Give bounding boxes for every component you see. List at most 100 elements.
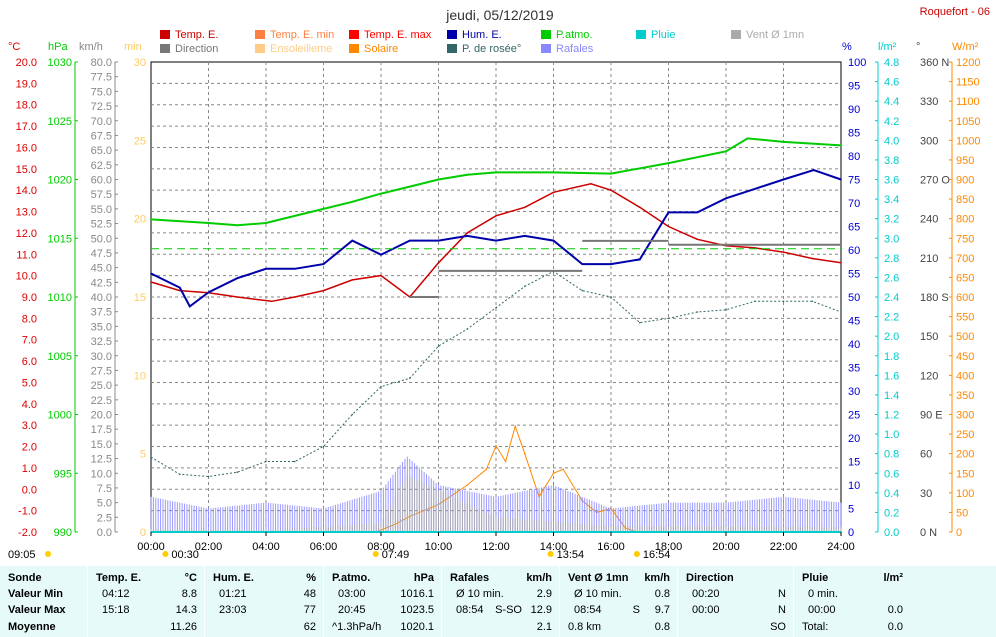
summary-row-label: Moyenne (8, 621, 56, 633)
legend-swatch (541, 30, 551, 39)
summary-col-header: Direction (686, 572, 734, 584)
wm2-axis-tick-label: 0 (956, 527, 962, 539)
summary-col-header: P.atmo. (332, 572, 371, 584)
series-temp-e--point (495, 215, 497, 217)
sun-marker-label: 09:05 (8, 549, 36, 561)
temp-axis-tick-label: -1.0 (18, 506, 37, 518)
series-hum-e--point (812, 169, 815, 171)
summary-col-header: Rafales (450, 572, 490, 584)
summary-table: Sonde Valeur Min Valeur Max Moyenne Temp. E.… (0, 566, 996, 637)
sun-marker-icon (162, 551, 169, 557)
series-temp-e--point (150, 281, 152, 283)
series-p-atmo--point (293, 215, 296, 217)
series-p-de-ros-e--point (523, 285, 526, 288)
wm2-axis-tick-label: 900 (956, 175, 974, 187)
deg-axis-tick-label: 30 (920, 488, 932, 500)
kmh-axis-tick-label: 47.5 (91, 248, 112, 260)
legend-swatch (447, 30, 457, 39)
series-temp-e--point (667, 225, 670, 228)
summary-min-time: 0 min. (808, 588, 838, 600)
min-axis-tick-label: 20 (134, 214, 146, 226)
legend-label: Ensoleilleme (270, 43, 332, 55)
kmh-axis-tick-label: 75.0 (91, 86, 112, 98)
series-hum-e--line (150, 169, 842, 308)
hpa-axis-tick-label: 1000 (48, 410, 72, 422)
lm2-axis-tick-label: 3.2 (884, 214, 899, 226)
lm2-axis-tick-label: 3.8 (884, 155, 899, 167)
summary-col-header: Temp. E. (96, 572, 142, 584)
pct-axis-tick-label: 5 (848, 504, 854, 516)
wm2-axis-tick-label: 700 (956, 253, 974, 265)
x-tick-label: 00:00 (137, 541, 165, 553)
series-temp-e--point (437, 262, 440, 264)
wm2-axis-tick-label: 200 (956, 449, 974, 461)
summary-max-value: 0.0 (887, 604, 903, 616)
kmh-axis-tick-label: 15.0 (91, 439, 112, 451)
summary-avg-note: 0.8 km (568, 621, 602, 633)
kmh-axis-tick-label: 60.0 (91, 175, 112, 187)
deg-axis-tick-label: 210 (920, 253, 938, 265)
deg-axis-tick-label: 270 O (920, 175, 950, 187)
lm2-axis-tick-label: 0.0 (884, 527, 899, 539)
series-hum-e--point (189, 305, 191, 308)
series-temp-e--point (840, 262, 842, 264)
legend-label: P. de rosée° (462, 43, 521, 55)
lm2-axis-tick-label: 0.8 (884, 449, 899, 461)
series-p-de-ros-e--point (293, 460, 296, 463)
summary-col-unit: % (306, 572, 316, 584)
summary-col-header: Hum. E. (213, 572, 254, 584)
summary-min-value: 0.8 (654, 588, 670, 600)
series-p-de-ros-e--point (178, 473, 181, 476)
deg-axis-tick-label: 180 S (920, 292, 949, 304)
series-p-atmo--point (552, 171, 555, 174)
x-tick-label: 02:00 (195, 541, 223, 553)
summary-min-time: 04:12 (102, 588, 130, 600)
pct-axis-tick-label: 10 (848, 480, 860, 492)
deg-axis-tick-label: 60 (920, 449, 932, 461)
lm2-axis-tick-label: 1.4 (884, 390, 899, 402)
x-tick-label: 12:00 (482, 541, 510, 553)
series-p-atmo--point (150, 218, 152, 221)
summary-avg-value: 0.8 (654, 621, 670, 633)
series-p-de-ros-e--point (207, 475, 210, 478)
temp-axis-tick-label: -2.0 (18, 527, 37, 539)
pct-axis-tick-label: 95 (848, 81, 860, 93)
series-p-atmo--point (610, 172, 612, 175)
wm2-axis-tick-label: 950 (956, 155, 974, 167)
series-hum-e--point (782, 178, 785, 181)
summary-min-time: Ø 10 min. (574, 588, 622, 600)
summary-max-value: 14.3 (175, 604, 197, 616)
hpa-axis-tick-label: 1030 (48, 57, 72, 69)
summary-min-value: 8.8 (181, 588, 197, 600)
series-p-de-ros-e--point (466, 328, 469, 330)
temp-axis-tick-label: 18.0 (16, 100, 37, 112)
kmh-axis-tick-label: 5.0 (97, 498, 112, 510)
kmh-axis-tick-label: 35.0 (91, 321, 112, 333)
series-p-atmo--point (667, 162, 670, 164)
temp-axis-tick-label: 14.0 (16, 185, 37, 197)
min-axis-tick-label: 5 (140, 449, 146, 461)
temp-axis-tick-label: 4.0 (22, 399, 37, 411)
lm2-axis-tick-label: 0.2 (884, 507, 899, 519)
summary-min-time: 03:00 (338, 588, 366, 600)
x-tick-label: 04:00 (252, 541, 280, 553)
kmh-axis-tick-label: 32.5 (91, 336, 112, 348)
pct-axis-tick-label: 80 (848, 151, 860, 163)
wm2-axis-tick-label: 150 (956, 468, 974, 480)
min-axis-tick-label: 10 (134, 370, 146, 382)
summary-avg-value: 0.0 (887, 621, 903, 633)
series-p-de-ros-e--point (638, 321, 641, 324)
series-solaire-point (466, 484, 469, 486)
pct-axis-tick-label: 15 (848, 457, 860, 469)
legend-label: Rafales (556, 43, 594, 55)
deg-axis-tick-label: 360 N (920, 57, 949, 69)
series-temp-e--point (523, 206, 526, 209)
summary-row-label: Valeur Min (8, 588, 64, 600)
temp-axis-tick-label: 11.0 (16, 249, 37, 261)
series-hum-e--point (840, 178, 842, 181)
series-temp-e--point (638, 206, 641, 209)
hpa-axis-tick-label: 1015 (48, 233, 72, 245)
wm2-axis-tick-label: 1000 (956, 135, 980, 147)
kmh-axis-tick-label: 55.0 (91, 204, 112, 216)
kmh-axis-tick-label: 45.0 (91, 263, 112, 275)
